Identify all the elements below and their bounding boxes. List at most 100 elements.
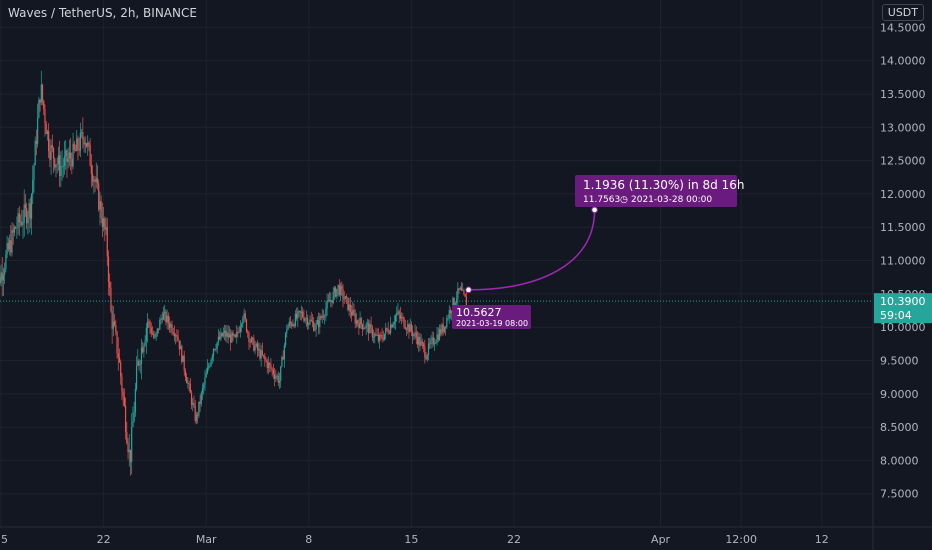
candle-body xyxy=(352,309,354,316)
candle-body xyxy=(403,317,405,328)
candle-body xyxy=(269,362,271,365)
candle-body xyxy=(331,300,333,303)
candle-body xyxy=(162,313,165,320)
candle-body xyxy=(359,318,361,329)
candle-body xyxy=(34,140,36,166)
candle-body xyxy=(82,131,84,140)
candle-body xyxy=(153,334,155,338)
projection-label-price: 11.7563 xyxy=(583,195,620,205)
candle-body xyxy=(444,326,447,328)
candle-body xyxy=(306,318,309,326)
candle-body xyxy=(199,401,201,404)
candle-body xyxy=(452,297,454,311)
candle-body xyxy=(78,149,80,151)
projection-end-handle[interactable] xyxy=(591,206,598,214)
candle-body xyxy=(308,323,310,326)
candle-body xyxy=(197,414,199,416)
candle-body xyxy=(88,142,90,145)
currency-button[interactable]: USDT xyxy=(881,4,924,21)
candle-body xyxy=(129,449,132,462)
candle-body xyxy=(85,143,88,147)
y-tick-label: 7.5000 xyxy=(880,488,919,501)
candle-body xyxy=(298,311,300,312)
candle-body xyxy=(117,353,119,358)
candle-body xyxy=(436,334,438,342)
candle-body xyxy=(189,383,191,393)
candle-body xyxy=(8,240,11,250)
candle-body xyxy=(67,158,69,162)
time-axis[interactable]: 15 22 Mar 8 15 22 Apr 12:00 12 xyxy=(0,526,932,546)
candle-body xyxy=(156,328,158,334)
candle-body xyxy=(221,332,223,337)
candle-body xyxy=(381,335,383,339)
candle-body xyxy=(52,147,55,159)
candle-body xyxy=(160,318,162,320)
candle-body xyxy=(134,388,136,412)
candle-body xyxy=(409,324,411,333)
candle-body xyxy=(111,311,113,329)
candle-body xyxy=(92,173,94,182)
candle-body xyxy=(284,332,287,346)
candle-body xyxy=(242,318,244,325)
candle-body xyxy=(249,341,251,343)
candle-body xyxy=(56,163,58,165)
candle-body xyxy=(55,164,57,168)
candle-body xyxy=(292,324,294,326)
candle-body xyxy=(87,142,89,147)
candle-body xyxy=(421,341,423,344)
candle-body xyxy=(336,289,338,297)
candle-body xyxy=(225,330,227,337)
candle-body xyxy=(146,321,149,329)
projection-annotation[interactable]: 1.1936 (11.30%) in 8d 16h 11.7563 ◷ 2021… xyxy=(452,175,744,329)
candle-body xyxy=(66,150,68,162)
chart-title: Waves / TetherUS, 2h, BINANCE xyxy=(8,6,197,20)
start-point-date: 2021-03-19 08:00 xyxy=(456,319,528,328)
candle-body xyxy=(255,343,257,347)
candle-body xyxy=(383,333,386,340)
candle-body xyxy=(230,334,232,343)
price-axis[interactable]: 14.5000 14.0000 13.5000 13.0000 12.5000 12.00… xyxy=(872,0,926,550)
candle-body xyxy=(195,414,198,421)
candle-body xyxy=(324,316,326,318)
candle-body xyxy=(392,324,394,328)
candle-body xyxy=(73,143,75,150)
candle-body xyxy=(179,346,182,350)
candle-body xyxy=(276,375,278,377)
candle-body xyxy=(30,194,33,219)
candle-body xyxy=(32,179,34,195)
candle-body xyxy=(270,364,272,369)
candle-body xyxy=(374,333,376,337)
candle-body xyxy=(305,318,307,319)
candle-body xyxy=(460,287,463,291)
candle-body xyxy=(148,321,150,323)
candle-body xyxy=(43,100,45,110)
candle-body xyxy=(368,323,370,334)
candle-body xyxy=(90,165,92,174)
candle-body xyxy=(430,339,432,345)
start-point-price: 10.5627 xyxy=(456,306,502,319)
projection-start-handle[interactable] xyxy=(465,286,472,294)
candle-body xyxy=(139,364,141,366)
candle-body xyxy=(100,201,102,218)
candle-body xyxy=(441,324,443,334)
candle-body xyxy=(348,304,350,310)
candle-body xyxy=(144,340,146,346)
candle-body xyxy=(6,243,8,255)
candle-body xyxy=(127,443,129,453)
candle-body xyxy=(61,165,63,167)
candle-body xyxy=(427,343,430,355)
projection-curve xyxy=(468,209,596,291)
candle-body xyxy=(220,332,222,340)
candle-body xyxy=(316,320,318,325)
candle-body xyxy=(416,337,419,345)
candle-body xyxy=(425,357,427,360)
candle-body xyxy=(48,131,50,152)
candle-body xyxy=(143,345,145,353)
candle-body xyxy=(137,360,139,366)
projection-label-date: 2021-03-28 00:00 xyxy=(631,195,712,205)
candle-body xyxy=(339,285,342,295)
candle-body xyxy=(412,331,414,337)
candle-body xyxy=(105,227,107,230)
candle-body xyxy=(365,324,367,329)
